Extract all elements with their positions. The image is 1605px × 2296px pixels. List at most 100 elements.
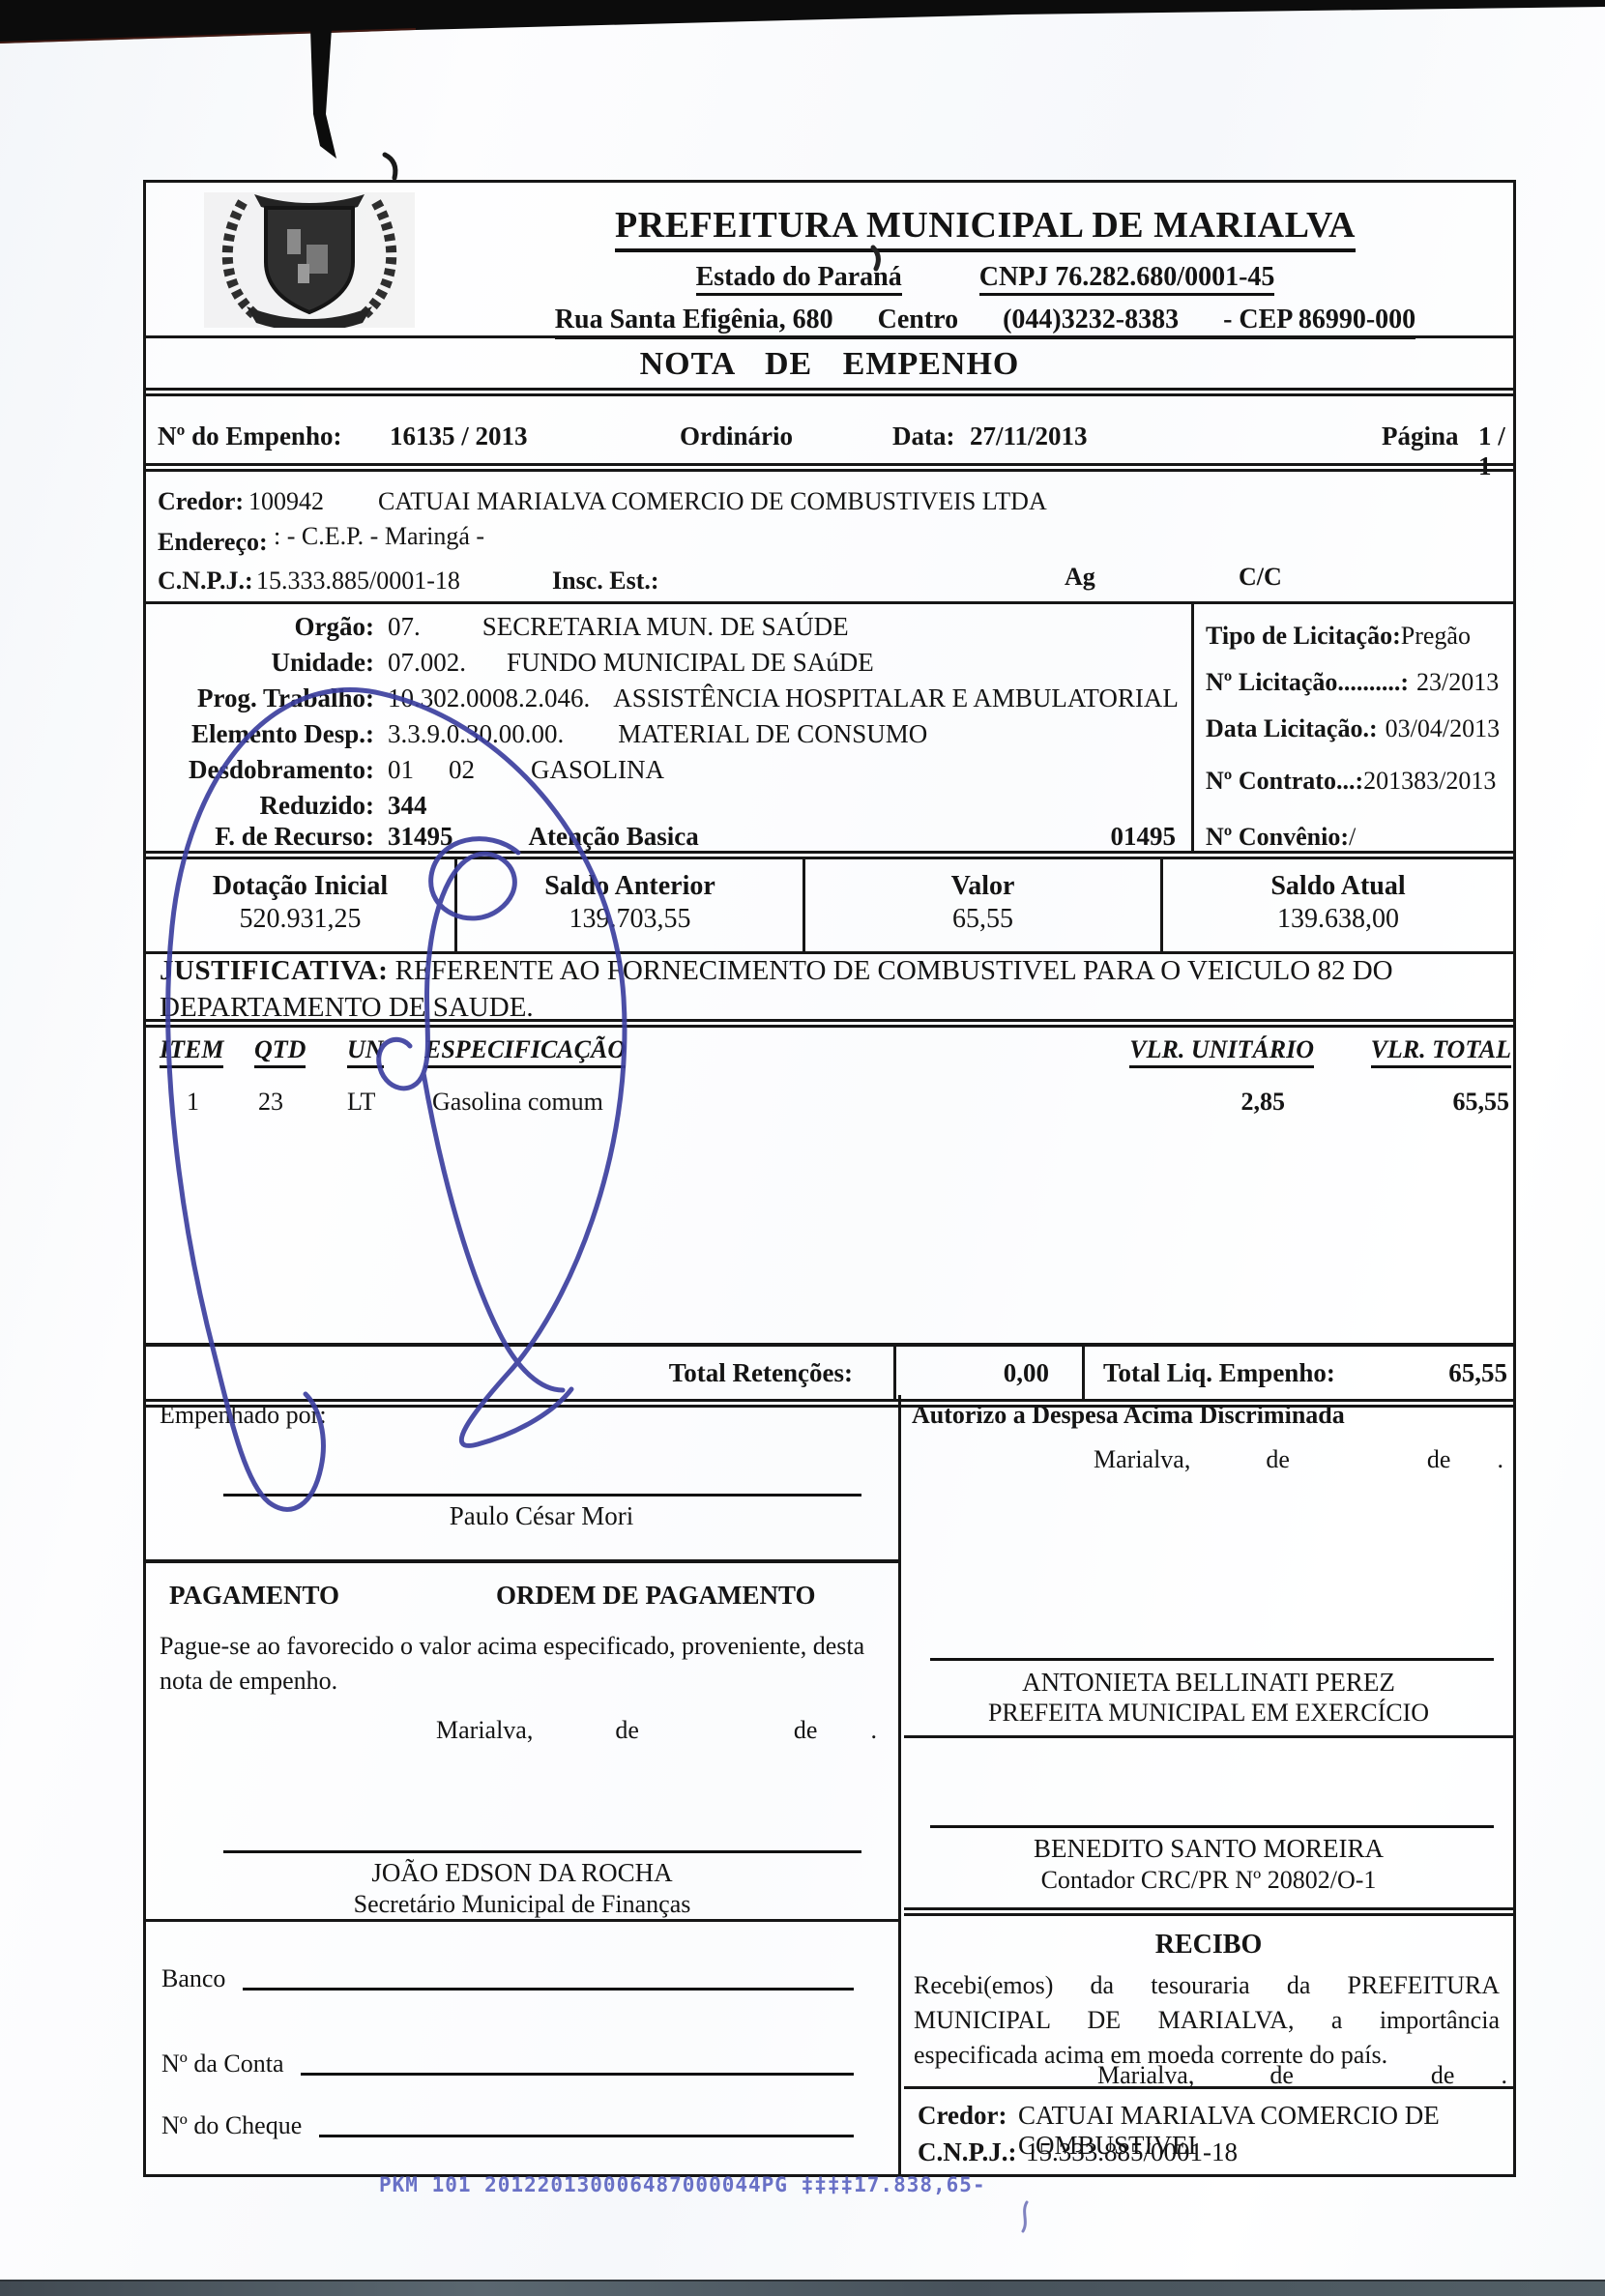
unidade-code: 07.002.	[388, 648, 466, 677]
elemento-code: 3.3.9.0.30.00.00.	[388, 719, 565, 748]
date-period: .	[1497, 1445, 1503, 1473]
budget-row-prog-trabalho: Prog. Trabalho: 10.302.0008.2.046. ASSIS…	[146, 683, 1191, 719]
lower-left-column: Empenhado por: Paulo César Mori PAGAMENT…	[146, 1395, 901, 2174]
empenhado-box: Empenhado por: Paulo César Mori	[146, 1395, 898, 1559]
date-particle: de	[1430, 2061, 1455, 2089]
date-particle: de	[615, 1716, 639, 1744]
col-header-qtd: QTD	[254, 1035, 306, 1068]
bidding-panel: Tipo de Licitação:Pregão Nº Licitação...…	[1191, 604, 1513, 854]
budget-row-elemento: Elemento Desp.: 3.3.9.0.30.00.00. MATERI…	[146, 719, 1191, 755]
municipality-coat-of-arms-logo	[204, 192, 415, 328]
page-title: PREFEITURA MUNICIPAL DE MARIALVA	[615, 204, 1356, 252]
budget-row-desdobramento: Desdobramento: 01 02 GASOLINA	[146, 755, 1191, 791]
agreement-number-row: Nº Convênio:/	[1206, 823, 1356, 852]
col-header-vlr-unitario: VLR. UNITÁRIO	[1129, 1035, 1314, 1068]
mayor-signer-name: ANTONIETA BELLINATI PEREZ	[1022, 1668, 1395, 1697]
header-cnpj: CNPJ 76.282.680/0001-45	[978, 262, 1275, 296]
unidade-desc: FUNDO MUNICIPAL DE SAúDE	[507, 648, 874, 677]
date-particle: de	[793, 1716, 818, 1744]
total-retencoes-value: 0,00	[1003, 1357, 1049, 1387]
bidding-date-value: 03/04/2013	[1385, 714, 1501, 742]
date-particle: de	[1269, 2061, 1294, 2089]
bidding-date-label: Data Licitação.:	[1206, 714, 1378, 742]
header-text: PREFEITURA MUNICIPAL DE MARIALVA Estado …	[465, 183, 1505, 339]
header-cep: - CEP 86990-000	[1223, 305, 1416, 334]
empenho-number-label: Nº do Empenho:	[158, 421, 342, 450]
bank-box: Banco Nº da Conta Nº do Cheque	[146, 1919, 898, 2177]
scan-top-edge	[0, 0, 1605, 44]
scan-binder-mark	[309, 0, 336, 159]
account-label: C/C	[1239, 563, 1282, 591]
bidding-number-label: Nº Licitação..........:	[1206, 668, 1410, 696]
finance-signature-line	[223, 1850, 861, 1853]
empenho-number: 16135 / 2013	[390, 421, 528, 450]
header-phone: (044)3232-8383	[1003, 305, 1180, 334]
contador-box: BENEDITO SANTO MOREIRA Contador CRC/PR N…	[904, 1738, 1513, 1907]
recibo-title: RECIBO	[1154, 1930, 1263, 1960]
budget-row-reduzido: Reduzido: 344	[146, 791, 1191, 822]
header-district: Centro	[877, 305, 959, 334]
city-name: Marialva,	[436, 1716, 534, 1744]
bidding-date-row: Data Licitação.: 03/04/2013	[1206, 714, 1500, 743]
header-address: Rua Santa Efigênia, 680	[554, 305, 833, 334]
prog-trabalho-label: Prog. Trabalho:	[196, 683, 374, 712]
budget-row-orgao: Orgão: 07. SECRETARIA MUN. DE SAÚDE	[146, 612, 1191, 648]
dotacao-inicial-value: 520.931,25	[239, 904, 362, 934]
footer-creditor-name: CATUAI MARIALVA COMERCIO DE COMBUSTIVEI	[1018, 2101, 1440, 2160]
recibo-text: Recebi(emos) da tesouraria da PREFEITURA…	[914, 1971, 1500, 2069]
agreement-number-value: /	[1348, 823, 1357, 851]
bank-row: Banco	[161, 1964, 854, 1993]
header-line-2: Estado do Paraná CNPJ 76.282.680/0001-45	[465, 262, 1505, 296]
recurso-desc: Atenção Basica	[528, 822, 699, 851]
creditor-name: CATUAI MARIALVA COMERCIO DE COMBUSTIVEIS…	[378, 487, 1047, 515]
footer-creditor-label: Credor:	[918, 2101, 1007, 2130]
autorizo-box: Autorizo a Despesa Acima Discriminada Ma…	[904, 1395, 1513, 1738]
cheque-number-label: Nº do Cheque	[161, 2111, 303, 2139]
dotacao-inicial-label: Dotação Inicial	[212, 871, 389, 901]
reduzido-label: Reduzido:	[259, 791, 374, 820]
saldo-atual-label: Saldo Atual	[1270, 871, 1406, 901]
total-liq-cell: Total Liq. Empenho: 65,55	[1088, 1347, 1513, 1399]
empenhado-signer-name: Paulo César Mori	[449, 1501, 634, 1530]
elemento-label: Elemento Desp.:	[191, 719, 374, 748]
contador-signer-role: Contador CRC/PR Nº 20802/O-1	[1040, 1866, 1377, 1894]
contract-number-row: Nº Contrato...:201383/2013	[1206, 767, 1496, 796]
agency-label: Ag	[1065, 563, 1095, 591]
empenho-date-label: Data:	[892, 421, 955, 450]
date-period: .	[870, 1716, 877, 1744]
finance-signer-role: Secretário Municipal de Finanças	[353, 1890, 691, 1918]
account-fill-line	[301, 2073, 854, 2076]
header-state: Estado do Paraná	[695, 262, 902, 296]
pagamento-title: PAGAMENTO	[169, 1581, 340, 1610]
valor-label: Valor	[950, 871, 1015, 901]
bank-label: Banco	[161, 1964, 226, 1992]
empenhado-label: Empenhado por:	[160, 1401, 327, 1429]
col-header-un: UN	[347, 1035, 384, 1068]
mayor-signer-role: PREFEITA MUNICIPAL EM EXERCÍCIO	[987, 1699, 1430, 1727]
contract-number-value: 201383/2013	[1363, 767, 1497, 795]
lower-right-column: Autorizo a Despesa Acima Discriminada Ma…	[904, 1395, 1513, 2174]
budget-row-recurso: F. de Recurso: 31495 Atenção Basica 0149…	[146, 822, 1191, 853]
creditor-code: 100942	[248, 487, 324, 515]
address-value: : - C.E.P. - Maringá -	[274, 522, 485, 550]
budget-left-column: Orgão: 07. SECRETARIA MUN. DE SAÚDE Unid…	[146, 604, 1191, 854]
desdobramento-desc: GASOLINA	[531, 755, 664, 784]
pagamento-city-date-line: Marialva, de de.	[436, 1716, 877, 1745]
cnpj-label: C.N.P.J.:	[158, 567, 253, 595]
scan-bottom-edge	[0, 2280, 1605, 2296]
item-row-qty: 23	[258, 1088, 283, 1116]
item-row-description: Gasolina comum	[432, 1088, 603, 1116]
justification-block: JUSTIFICATIVA: REFERENTE AO FORNECIMENTO…	[146, 943, 1513, 1028]
date-particle: de	[1426, 1445, 1451, 1473]
valor-value: 65,55	[952, 904, 1013, 934]
city-name: Marialva,	[1097, 2061, 1195, 2089]
cheque-row: Nº do Cheque	[161, 2111, 854, 2140]
desdobramento-label: Desdobramento:	[189, 755, 374, 784]
dot-matrix-print-line: PKM 101 201220130006487000044PG ‡‡‡‡17.8…	[379, 2173, 986, 2196]
col-header-especificacao: ESPECIFICAÇÃO	[424, 1035, 627, 1068]
pagamento-text: Pague-se ao favorecido o valor acima esp…	[160, 1632, 865, 1695]
footer-creditor-box: Credor: CATUAI MARIALVA COMERCIO DE COMB…	[904, 2086, 1513, 2177]
page-number-label: Página	[1382, 421, 1459, 450]
cnpj-value: 15.333.885/0001-18	[256, 567, 460, 595]
